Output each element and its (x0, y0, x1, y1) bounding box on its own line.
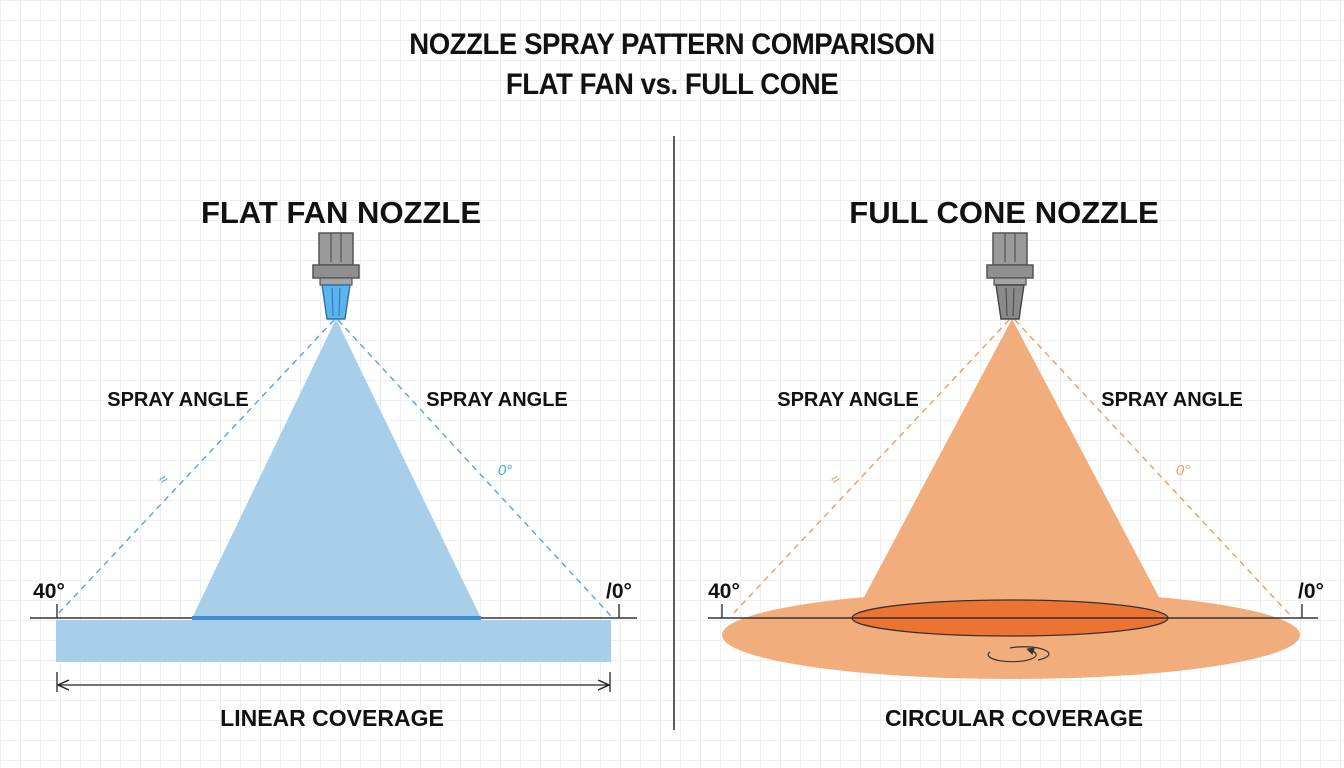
small-angle-mark-right-cone: 0° (1176, 462, 1190, 479)
spray-angle-line-right (337, 319, 612, 617)
flat-fan-heading: FLAT FAN NOZZLE (201, 195, 481, 230)
spray-angle-line-left (55, 319, 335, 617)
spray-angle-line-left-cone (730, 319, 1010, 617)
full-cone-panel: FULL CONE NOZZLE (708, 195, 1324, 731)
full-cone-spray (853, 319, 1170, 618)
diagram-subtitle: FLAT FAN vs. FULL CONE (505, 68, 839, 101)
flat-fan-nozzle-icon (312, 232, 360, 320)
angle-value-left-cone: 40° (708, 580, 740, 603)
small-angle-mark-left-cone: ≈ (827, 470, 844, 488)
diagram-title: NOZZLE SPRAY PATTERN COMPARISON (409, 28, 935, 61)
flat-fan-spray (192, 319, 481, 618)
angle-value-right: /0° (606, 580, 632, 603)
full-cone-nozzle-icon (986, 232, 1034, 320)
spray-angle-line-right-cone (1014, 319, 1292, 617)
flat-fan-panel: FLAT FAN NOZZLE SPRAY ANGLE SPRAY ANGLE (30, 195, 637, 731)
angle-value-right-cone: /0° (1298, 580, 1324, 603)
spray-angle-label-right: SPRAY ANGLE (426, 389, 568, 411)
small-angle-mark-left: ≈ (155, 470, 172, 488)
small-angle-mark-right: 0° (498, 462, 512, 479)
spray-angle-label-right-cone: SPRAY ANGLE (1101, 389, 1243, 411)
linear-coverage-label: LINEAR COVERAGE (220, 705, 444, 731)
angle-value-left: 40° (33, 580, 65, 603)
spray-angle-label-left: SPRAY ANGLE (107, 389, 249, 411)
spray-angle-label-left-cone: SPRAY ANGLE (777, 389, 919, 411)
circular-coverage-label: CIRCULAR COVERAGE (885, 705, 1143, 731)
linear-coverage-band (56, 620, 611, 662)
full-cone-heading: FULL CONE NOZZLE (849, 195, 1158, 230)
rotation-arrow-icon (987, 646, 1050, 663)
